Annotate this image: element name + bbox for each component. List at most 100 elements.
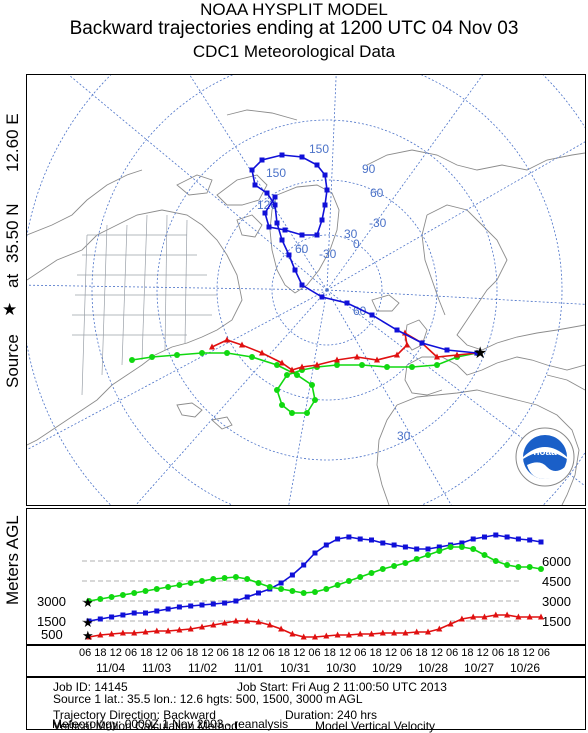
profile-500m-marker: [232, 617, 239, 624]
profile-500m-marker: [458, 615, 465, 622]
date-label: 10/26: [510, 661, 541, 675]
date-label: 11/03: [142, 661, 172, 675]
profile-500m-marker: [312, 633, 318, 640]
source-word: Source: [3, 334, 22, 388]
profile-1500m-marker: [86, 618, 92, 624]
ytick-right: 3000: [542, 594, 571, 609]
trajectories: [129, 152, 480, 416]
profile-1500m-marker: [515, 536, 521, 542]
profile-1500m-marker: [143, 610, 148, 616]
profile-3000m-marker: [153, 586, 160, 592]
traj-1500m-marker: [319, 217, 325, 223]
profile-500m-marker: [278, 625, 285, 632]
traj-3000m-marker: [304, 410, 310, 416]
traj-1500m-marker: [314, 232, 320, 238]
profile-3000m-marker: [108, 594, 115, 600]
profile-1500m-marker: [256, 590, 261, 596]
ytick-left: 1500: [37, 614, 66, 629]
profile-3000m-marker: [187, 580, 194, 586]
source-line: Source 1 lat.: 35.5 lon.: 12.6 hgts: 500…: [53, 692, 363, 706]
profile-500m-marker: [368, 630, 375, 637]
profile-500m-marker: [266, 621, 273, 628]
traj-1500m-marker: [279, 237, 285, 243]
profile-500m-marker: [391, 629, 398, 636]
profile-3000m-marker: [131, 590, 138, 596]
grid-label: 30: [344, 227, 358, 241]
grid-label: 0: [353, 237, 360, 251]
profile-1500m-marker: [459, 540, 465, 546]
traj-1500m-marker: [262, 210, 268, 216]
traj-3000m-marker: [289, 410, 295, 416]
job-start: Job Start: Fri Aug 2 11:00:50 UTC 2013: [237, 680, 447, 694]
source-lon: 12.60 E: [3, 113, 22, 172]
traj-3000m-marker: [284, 372, 290, 378]
profile-500m-marker: [323, 632, 330, 639]
traj-3000m-marker: [149, 354, 155, 360]
profile-3000m-marker: [300, 590, 307, 596]
ytick-right: 1500: [542, 614, 571, 629]
profile-1500m-marker: [97, 616, 103, 622]
profile-500m-marker: [481, 613, 488, 620]
date-label: 11/01: [234, 661, 264, 675]
profile-1500m-marker: [402, 544, 408, 550]
traj-3000m-marker: [249, 354, 255, 360]
profile-1500m-marker: [176, 604, 182, 610]
profile-1500m-marker: [312, 550, 318, 556]
traj-1500m-marker: [394, 327, 400, 333]
profile-500m-marker: [300, 633, 307, 640]
traj-1500m-marker: [324, 187, 330, 193]
ytick-right: 6000: [542, 554, 571, 569]
grid-label: -30: [369, 216, 387, 230]
title-model: NOAA HYSPLIT MODEL: [200, 0, 388, 19]
profile-3000m-marker: [323, 586, 330, 592]
profile-1500m-marker: [188, 603, 194, 609]
traj-1500m-marker: [259, 157, 265, 163]
traj-500m-marker: [279, 359, 285, 366]
profile-1500m-marker: [425, 546, 431, 552]
traj-500m-marker: [289, 366, 295, 373]
traj-1500m-marker: [252, 182, 258, 188]
profile-500m-marker: [402, 629, 409, 636]
profile-1500m-marker: [391, 542, 397, 548]
traj-1500m-marker: [272, 202, 278, 208]
traj-3000m-marker: [384, 364, 390, 370]
profile-1500m-marker: [527, 537, 533, 543]
date-label: 10/28: [418, 661, 449, 675]
traj-500m-marker: [314, 361, 320, 368]
profile-3000m-marker: [97, 596, 104, 602]
profile-500m-marker: [345, 631, 352, 638]
job-id: Job ID: 14145: [53, 680, 128, 694]
grid-label: 150: [266, 166, 286, 180]
profile-1500m-marker: [165, 606, 171, 612]
traj-1500m-marker: [322, 202, 328, 208]
traj-500m-marker: [394, 351, 400, 358]
profile-500m-marker: [289, 630, 296, 637]
profile-1500m-marker: [380, 540, 386, 546]
traj-3000m-marker: [274, 362, 280, 368]
profile-1500m-marker: [109, 614, 115, 620]
time-axis: 06 18 12 06 18 12 06 18 12 06 18 12 06 1…: [26, 645, 586, 677]
title-met-data: CDC1 Meteorological Data: [192, 42, 396, 61]
traj-500m-marker: [209, 343, 215, 350]
traj-1500m-marker: [319, 294, 325, 300]
profile-1500m-marker: [538, 539, 544, 545]
profile-3000m-marker: [345, 578, 352, 584]
profile-3000m-marker: [504, 562, 511, 568]
ytick-right: 4500: [542, 574, 571, 589]
profile-1500m-marker: [120, 612, 126, 618]
profile-500m-marker: [210, 621, 217, 628]
date-label: 11/02: [188, 661, 218, 675]
source-star-icon: ★: [473, 345, 487, 362]
start-star-icon: ★: [82, 595, 94, 610]
profile-1500m-marker: [289, 572, 295, 578]
profile-3000m-marker: [86, 598, 92, 604]
grid-label: 150: [309, 142, 329, 156]
profile-lines: [86, 532, 544, 640]
profile-500m-marker: [413, 628, 420, 635]
traj-1500m-marker: [474, 350, 480, 356]
traj-3000m-marker: [199, 350, 205, 356]
profile-3000m-marker: [379, 566, 386, 572]
profile-500m-marker: [97, 631, 104, 638]
profile-3000m-marker: [447, 544, 454, 550]
profile-1500m-marker: [504, 534, 510, 540]
